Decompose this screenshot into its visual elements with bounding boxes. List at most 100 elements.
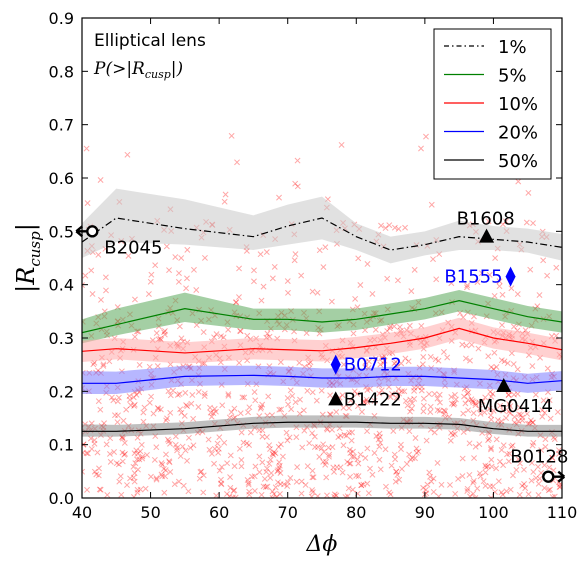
scatter-point (215, 445, 222, 452)
y-tick-label: 0.4 (49, 276, 74, 295)
scatter-point (189, 392, 196, 398)
scatter-point (180, 482, 187, 489)
scatter-point (162, 473, 169, 480)
scatter-point (279, 453, 286, 460)
scatter-point (551, 493, 558, 498)
scatter-point (243, 440, 250, 447)
scatter-point (388, 462, 395, 469)
scatter-point (269, 275, 276, 282)
scatter-point (88, 446, 95, 452)
tick-layer: 40 50 60 70 80 90 100 110 0.0 0.1 0.2 0.3 0.4 0.5 0.6 0… (49, 9, 578, 522)
scatter-point (276, 465, 283, 471)
scatter-point (115, 461, 122, 468)
scatter-point (314, 289, 321, 296)
scatter-point (210, 410, 217, 417)
scatter-point (264, 465, 271, 472)
scatter-point (130, 394, 137, 401)
scatter-point (324, 492, 330, 498)
scatter-point (341, 431, 348, 438)
scatter-point (266, 442, 273, 449)
y-tick-label: 0.2 (49, 382, 74, 401)
scatter-point (246, 442, 253, 448)
scatter-point (195, 404, 202, 410)
scatter-point (516, 404, 523, 411)
scatter-point (277, 441, 284, 448)
scatter-point (284, 278, 291, 285)
scatter-point (405, 358, 412, 365)
scatter-point (431, 429, 438, 436)
scatter-point (377, 439, 384, 446)
scatter-point (145, 291, 152, 297)
scatter-point (234, 159, 240, 166)
scatter-point (469, 398, 476, 404)
scatter-point (259, 427, 266, 434)
scatter-point (284, 395, 291, 401)
scatter-point (127, 402, 134, 409)
scatter-point (349, 429, 355, 436)
scatter-point (298, 272, 305, 279)
y-tick-label: 0.9 (49, 9, 74, 28)
scatter-point (147, 473, 154, 480)
scatter-point (485, 218, 492, 225)
scatter-point (471, 455, 477, 462)
scatter-point (276, 406, 283, 413)
scatter-point (519, 417, 526, 424)
scatter-point (275, 443, 282, 450)
y-tick-label: 0.6 (49, 169, 74, 188)
scatter-point (132, 460, 139, 467)
scatter-point (519, 414, 526, 421)
scatter-point (264, 330, 271, 337)
scatter-point (441, 407, 447, 414)
scatter-point (165, 438, 172, 445)
scatter-point (487, 388, 494, 395)
scatter-point (170, 387, 176, 394)
scatter-point (222, 191, 229, 198)
scatter-point (401, 388, 408, 395)
scatter-point (413, 445, 420, 452)
scatter-point (418, 387, 425, 394)
scatter-point (298, 490, 305, 497)
scatter-point (430, 256, 436, 263)
scatter-point (350, 453, 357, 460)
scatter-point (397, 441, 404, 448)
scatter-point (347, 460, 354, 467)
scatter-point (211, 405, 218, 412)
scatter-point (508, 285, 515, 292)
scatter-point (141, 404, 148, 411)
scatter-point (420, 395, 427, 402)
scatter-point (160, 465, 167, 472)
scatter-point (224, 490, 230, 497)
scatter-point (452, 490, 459, 497)
y-tick-label: 0.0 (49, 489, 74, 508)
scatter-point (309, 474, 316, 481)
scatter-point (285, 289, 291, 296)
scatter-point (530, 469, 537, 475)
scatter-point (270, 451, 277, 458)
scatter-point (220, 334, 227, 341)
scatter-point (301, 427, 308, 434)
scatter-point (488, 393, 495, 400)
y-tick-label: 0.3 (49, 329, 74, 348)
scatter-point (124, 482, 130, 489)
scatter-point (134, 489, 141, 496)
scatter-point (91, 440, 98, 447)
scatter-point (340, 361, 347, 368)
scatter-point (103, 287, 109, 294)
scatter-point (178, 409, 185, 416)
scatter-point (369, 290, 376, 297)
scatter-point (138, 441, 145, 448)
scatter-point (157, 335, 164, 342)
scatter-point (231, 487, 238, 494)
legend-label-1: 1% (498, 37, 527, 58)
scatter-point (166, 458, 173, 465)
scatter-point (460, 410, 467, 417)
scatter-point (218, 464, 225, 470)
scatter-point (427, 353, 434, 360)
scatter-point (355, 473, 362, 480)
scatter-point (252, 463, 259, 470)
scatter-point (161, 328, 168, 334)
scatter-point (364, 387, 371, 393)
scatter-point (451, 431, 458, 437)
scatter-point (376, 430, 383, 437)
scatter-point (503, 415, 510, 422)
